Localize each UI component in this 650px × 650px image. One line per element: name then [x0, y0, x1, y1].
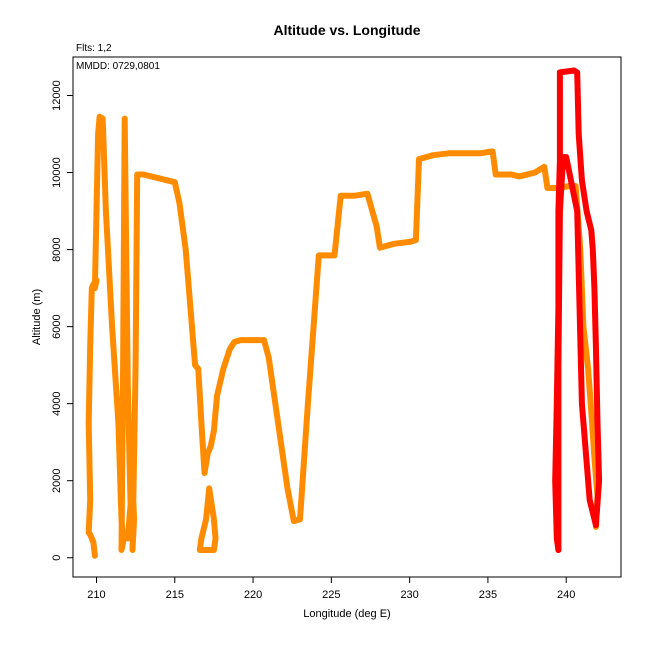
series-loop-line [196, 485, 219, 553]
series-return-line [555, 154, 599, 553]
y-tick-label: 12000 [51, 80, 63, 111]
dates-annotation: MMDD: 0729,0801 [76, 61, 160, 72]
x-tick-label: 210 [87, 589, 105, 601]
y-axis: 0 2000 4000 6000 8000 10000 12000 [51, 80, 74, 561]
flights-annotation: Flts: 1,2 [76, 43, 112, 54]
x-tick-label: 220 [244, 589, 262, 601]
y-tick-label: 4000 [51, 391, 63, 415]
x-tick-label: 240 [557, 589, 575, 601]
y-tick-label: 10000 [51, 157, 63, 188]
plot-series-group [85, 67, 603, 559]
x-axis-label: Longitude (deg E) [303, 608, 390, 620]
x-tick-label: 225 [322, 589, 340, 601]
y-tick-label: 2000 [51, 468, 63, 492]
x-tick-label: 235 [479, 589, 497, 601]
x-tick-label: 215 [166, 589, 184, 601]
chart-title: Altitude vs. Longitude [274, 22, 421, 38]
y-tick-label: 8000 [51, 237, 63, 261]
plot-frame [72, 56, 622, 578]
y-tick-label: 0 [51, 555, 63, 561]
x-axis: 210 215 220 225 230 235 240 [87, 576, 575, 601]
y-axis-label: Altitude (m) [31, 289, 43, 345]
series-line [85, 113, 601, 559]
y-tick-label: 6000 [51, 314, 63, 338]
x-tick-label: 230 [400, 589, 418, 601]
